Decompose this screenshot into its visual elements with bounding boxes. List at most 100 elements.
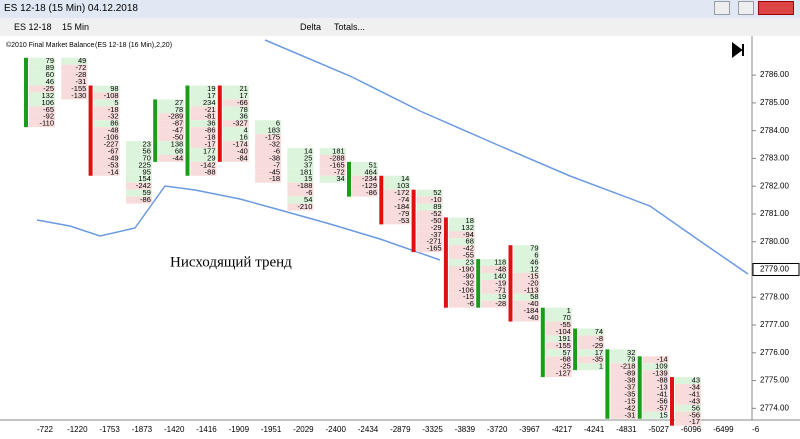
footprint-cell bbox=[93, 120, 120, 128]
footprint-cell bbox=[222, 134, 249, 142]
cell-value: -289 bbox=[168, 112, 183, 121]
cell-value: -53 bbox=[398, 216, 409, 225]
footprint-cell bbox=[93, 148, 120, 155]
footprint-cell bbox=[642, 370, 669, 378]
footprint-cell bbox=[222, 127, 249, 135]
footprint-cell bbox=[158, 148, 185, 155]
footprint-cell bbox=[158, 141, 185, 149]
cell-value: -32 bbox=[269, 140, 280, 149]
candle-bar bbox=[153, 99, 158, 162]
maximize[interactable] bbox=[738, 1, 754, 15]
footprint-cell bbox=[255, 154, 282, 162]
cell-value: -127 bbox=[556, 369, 571, 378]
footprint-cell bbox=[29, 71, 55, 79]
delta-total: -1416 bbox=[196, 425, 217, 434]
interval-select[interactable]: 15 Min bbox=[62, 22, 90, 32]
footprint-cell bbox=[448, 272, 475, 280]
cell-value: -71 bbox=[495, 285, 506, 294]
cell-value: -52 bbox=[431, 209, 442, 218]
footprint-cell bbox=[319, 168, 346, 176]
footprint-cell bbox=[642, 390, 669, 398]
cell-value: -55 bbox=[560, 320, 571, 329]
delta-select[interactable]: Delta bbox=[300, 22, 322, 32]
cell-value: -56 bbox=[689, 410, 700, 419]
cell-value: 29 bbox=[207, 153, 215, 162]
footprint-cell bbox=[384, 196, 411, 204]
cell-value: 95 bbox=[143, 167, 151, 176]
footprint-cell bbox=[384, 210, 411, 218]
candle-bar bbox=[24, 57, 28, 128]
footprint-cell bbox=[578, 363, 605, 371]
footprint-cell bbox=[642, 397, 669, 405]
cell-value: 37 bbox=[304, 160, 312, 169]
footprint-cell bbox=[416, 245, 443, 253]
footprint-cell bbox=[158, 154, 185, 162]
cell-value: -242 bbox=[136, 181, 151, 190]
cell-value: -13 bbox=[657, 382, 668, 391]
footprint-cell bbox=[448, 231, 475, 239]
candle-bar bbox=[540, 307, 545, 378]
cell-value: -42 bbox=[463, 244, 474, 253]
footprint-cell bbox=[352, 161, 378, 169]
candle-bar bbox=[573, 328, 578, 371]
cell-value: -210 bbox=[297, 202, 312, 211]
cell-value: -8 bbox=[596, 334, 603, 343]
footprint-cell bbox=[29, 64, 55, 72]
cell-value: 4 bbox=[244, 126, 248, 135]
cell-value: -288 bbox=[330, 153, 345, 162]
footprint-cell bbox=[255, 134, 282, 142]
cell-value: -37 bbox=[431, 230, 442, 239]
delta-total: -6 bbox=[752, 425, 760, 434]
footprint-cell bbox=[287, 161, 314, 169]
y-tick-label: 2775.00 bbox=[760, 376, 789, 385]
footprint-cell bbox=[158, 113, 185, 121]
cell-value: -227 bbox=[104, 140, 119, 149]
y-tick-label: 2776.00 bbox=[760, 348, 789, 357]
cell-value: 140 bbox=[494, 271, 507, 280]
footprint-cell bbox=[93, 168, 120, 176]
footprint-cell bbox=[287, 182, 314, 190]
footprint-cell bbox=[125, 148, 152, 155]
footprint-cell bbox=[610, 384, 637, 391]
close[interactable] bbox=[758, 1, 794, 15]
delta-total: -1420 bbox=[164, 425, 185, 434]
footprint-cell bbox=[642, 377, 669, 385]
cell-value: -234 bbox=[362, 174, 377, 183]
instrument-select[interactable]: ES 12-18 bbox=[14, 22, 52, 32]
footprint-cell bbox=[352, 189, 378, 197]
cell-value: -17 bbox=[205, 140, 216, 149]
delta-total: -1753 bbox=[99, 425, 120, 434]
cell-value: -68 bbox=[560, 355, 571, 364]
minimize[interactable] bbox=[714, 1, 730, 15]
cell-value: 49 bbox=[78, 56, 86, 65]
footprint-cell bbox=[513, 300, 540, 308]
footprint-cell bbox=[222, 120, 249, 128]
footprint-cell bbox=[448, 238, 475, 246]
y-tick-label: 2782.00 bbox=[760, 181, 789, 190]
footprint-cell bbox=[125, 189, 152, 197]
cell-value: 15 bbox=[659, 410, 667, 419]
cell-value: -50 bbox=[172, 133, 183, 142]
footprint-cell bbox=[384, 182, 411, 190]
footprint-cell bbox=[448, 245, 475, 253]
footprint-cell bbox=[384, 189, 411, 197]
footprint-cell bbox=[319, 148, 346, 155]
cell-value: -40 bbox=[237, 146, 248, 155]
scroll-end[interactable] bbox=[732, 42, 744, 58]
cell-value: -190 bbox=[459, 264, 474, 273]
cell-value: -21 bbox=[205, 105, 216, 114]
footprint-cell bbox=[675, 404, 701, 412]
footprint-cell bbox=[513, 266, 540, 273]
footprint-cell bbox=[513, 286, 540, 294]
totals-select[interactable]: Totals... bbox=[334, 22, 366, 32]
candle-bar bbox=[347, 161, 351, 197]
candle-bar bbox=[379, 175, 384, 225]
candle-bar bbox=[605, 349, 610, 419]
footprint-cell bbox=[448, 266, 475, 273]
cell-value: -172 bbox=[394, 188, 409, 197]
indicator-name: ©2010 Final Market Balance bbox=[6, 41, 95, 49]
footprint-cell bbox=[93, 99, 120, 107]
y-tick-label: 2778.00 bbox=[760, 292, 789, 301]
footprint-cell bbox=[545, 321, 572, 329]
footprint-cell bbox=[675, 377, 701, 385]
